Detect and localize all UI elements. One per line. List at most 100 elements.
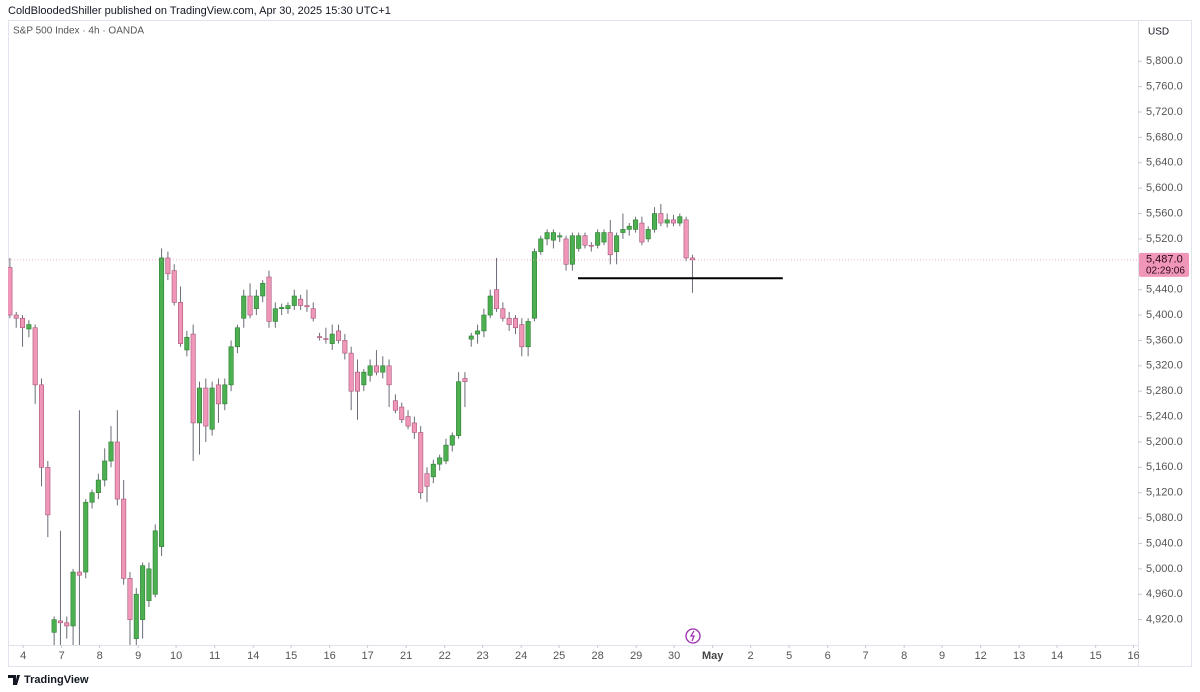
countdown: 02:29:06 (1146, 265, 1185, 276)
candle-body (304, 305, 310, 308)
x-tick-label: 8 (97, 650, 103, 662)
candle-body (373, 365, 379, 373)
x-tick-label: 28 (592, 650, 604, 662)
candle-body (607, 232, 613, 256)
candle-body (8, 267, 13, 316)
candle-body (146, 568, 152, 601)
x-tick-label: 14 (247, 650, 259, 662)
frame (8, 20, 1192, 667)
candle-body (38, 384, 45, 468)
candle-body (683, 219, 689, 259)
candle-body (601, 232, 607, 243)
x-tick-label: 9 (939, 650, 945, 662)
candle-body (639, 222, 645, 243)
candle-body (32, 327, 38, 386)
candle-body (228, 346, 234, 386)
x-tick-label: 22 (439, 650, 451, 662)
candle-body (222, 384, 228, 405)
candle-body (279, 307, 285, 310)
candle-body (500, 308, 506, 319)
y-tick-label: 4,920.0 (1146, 614, 1183, 626)
candle-body (411, 422, 417, 433)
x-tick-label: 23 (477, 650, 489, 662)
candle-body (102, 460, 108, 481)
candle-body (544, 232, 550, 240)
x-tick-label: 14 (1051, 650, 1063, 662)
x-tick-label: 11 (209, 650, 220, 662)
candle-body (291, 295, 297, 306)
candle-body (76, 571, 82, 576)
x-tick-label: 30 (668, 650, 680, 662)
last-price-box (1139, 252, 1189, 277)
candle-body (234, 327, 240, 348)
candle-body (114, 441, 120, 500)
candle-body (399, 406, 405, 421)
candle-body (670, 219, 676, 224)
y-tick-label: 5,640.0 (1146, 157, 1183, 169)
candle-body (443, 444, 449, 462)
candle-body (386, 365, 392, 386)
y-tick-label: 5,680.0 (1146, 131, 1183, 143)
candle-body (538, 238, 544, 252)
y-tick-label: 5,440.0 (1146, 284, 1183, 296)
candle-body (531, 251, 537, 319)
candle-body (178, 302, 184, 344)
candle-body (506, 317, 512, 325)
x-tick-label: 21 (400, 650, 412, 662)
candle-body (569, 235, 575, 265)
y-tick-label: 5,600.0 (1146, 182, 1183, 194)
x-tick-label: 6 (825, 650, 831, 662)
candle-body (481, 314, 487, 332)
candle-body (64, 622, 70, 627)
candle-body (260, 283, 266, 297)
candle-body (190, 333, 196, 424)
candle-body (298, 298, 304, 306)
candle-body (89, 492, 95, 503)
logo: TradingView (8, 674, 89, 686)
x-tick-label: 16 (1127, 650, 1139, 662)
candle-body (557, 235, 563, 238)
y-tick-label: 5,320.0 (1146, 360, 1183, 372)
candle-body (285, 305, 291, 310)
candle-body (209, 387, 215, 430)
candle-body (133, 593, 139, 639)
candle-body (367, 365, 373, 376)
publisher: ColdBloodedShiller published on TradingV… (8, 5, 391, 17)
candle-body (95, 479, 101, 494)
candle-body (184, 336, 190, 351)
candle-body (405, 416, 411, 427)
x-tick-label: 29 (630, 650, 642, 662)
y-tick-label: 5,560.0 (1146, 207, 1183, 219)
candle-body (272, 308, 278, 322)
y-tick-label: 5,520.0 (1146, 233, 1183, 245)
candle-body (614, 235, 620, 252)
x-tick-label: 2 (748, 650, 754, 662)
candle-body (456, 381, 462, 436)
candle-body (215, 384, 221, 405)
candle-body (494, 289, 500, 310)
y-tick-label: 5,000.0 (1146, 563, 1183, 575)
candle-body (437, 457, 443, 465)
y-tick-label: 5,280.0 (1146, 385, 1183, 397)
candle-body (563, 238, 569, 265)
candle-body (430, 463, 436, 478)
candle-body (171, 270, 177, 303)
x-tick-label: 25 (553, 650, 565, 662)
candle-body (633, 219, 639, 230)
candle-body (361, 371, 367, 386)
candle-body (51, 619, 57, 633)
candle-body (392, 400, 398, 411)
candle-body (108, 441, 114, 462)
candle-body (342, 340, 348, 354)
candle-body (462, 378, 468, 382)
candle-body (45, 467, 51, 516)
candle-body (475, 330, 481, 335)
candle-body (354, 371, 361, 392)
y-tick-label: 5,360.0 (1146, 334, 1183, 346)
candle-body (626, 225, 632, 230)
x-tick-label: 15 (285, 650, 297, 662)
x-tick-label: 13 (1013, 650, 1025, 662)
candle-body (658, 213, 664, 224)
